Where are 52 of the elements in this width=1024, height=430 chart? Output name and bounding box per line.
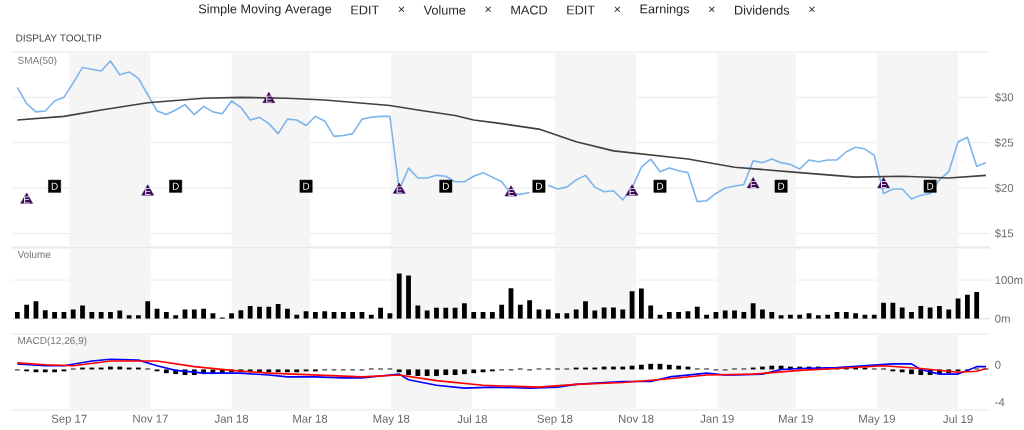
y-tick-label: $20 [994,183,1014,193]
data-label: E [24,196,30,204]
data-label: D [172,182,179,190]
data-label: D [51,182,58,190]
data-label: D [536,182,543,190]
text: × [398,6,405,13]
data-label: E [508,189,514,197]
x-tick-label: Nov 17 [133,414,168,423]
x-tick-label: Sep 18 [537,414,573,425]
y-tick-label: $30 [994,92,1014,102]
text: MACD [511,5,548,15]
y-tick-label: -4 [995,398,1005,406]
y-tick-label: 0m [995,314,1010,323]
text: × [708,6,715,13]
data-label: E [629,188,635,196]
x-tick-label: Jan 19 [700,414,734,423]
y-tick-label: $25 [994,138,1014,148]
data-label: D [927,182,934,190]
chart-title: SMA(50) [17,56,57,66]
text: EDIT [351,5,379,15]
text: × [485,6,491,13]
x-tick-label: Mar 18 [293,414,328,423]
text: Earnings [640,4,690,16]
chart-title: MACD(12,26,9) [18,336,87,347]
x-tick-label: Nov 18 [619,414,654,423]
x-tick-label: May 18 [373,414,410,425]
chart-title: Volume [17,250,51,259]
text: × [809,6,815,13]
data-label: E [881,180,887,188]
y-tick-label: 100m [995,276,1023,285]
x-tick-label: Sep 17 [51,414,87,425]
text: Dividends [735,5,790,15]
data-label: D [442,182,449,190]
data-label: E [266,95,272,103]
text: × [614,6,621,13]
x-tick-label: Jul 19 [943,414,973,424]
y-tick-label: $15 [994,228,1014,238]
data-label: E [145,188,151,196]
text: DISPLAY TOOLTIP [16,34,102,42]
text: Simple Moving Average [198,4,332,16]
x-tick-label: May 19 [859,414,895,425]
x-tick-label: Mar 19 [779,414,813,423]
data-label: D [303,182,310,190]
data-label: D [657,182,664,190]
data-label: D [778,182,785,190]
y-tick-label: 0 [995,360,1001,369]
text: Volume [423,5,466,15]
data-label: E [750,180,757,188]
data-label: E [396,186,403,194]
x-tick-label: Jan 18 [214,414,249,423]
text: EDIT [567,5,595,15]
x-tick-label: Jul 18 [457,414,488,424]
